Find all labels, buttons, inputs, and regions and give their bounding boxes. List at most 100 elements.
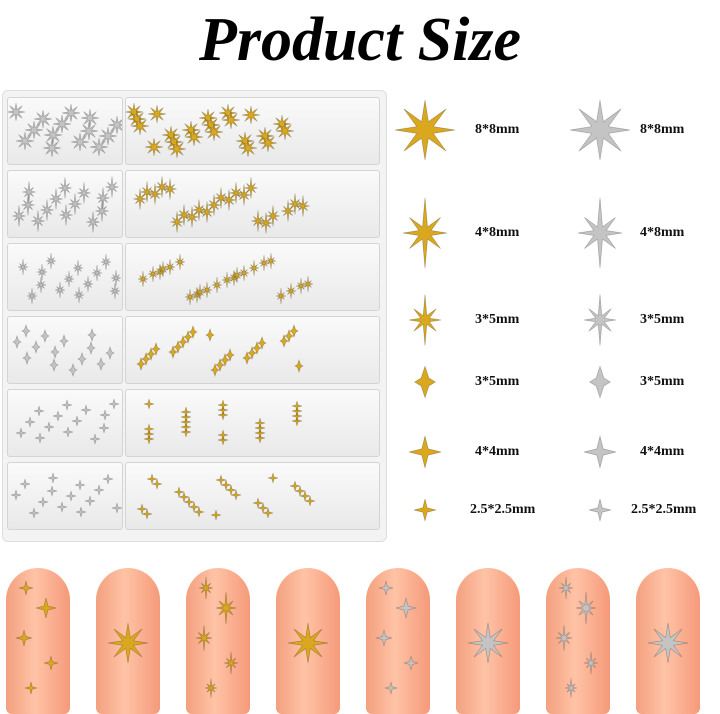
star-stud <box>180 421 192 433</box>
star-stud <box>238 138 258 158</box>
size-row: 3*5mm 3*5mm <box>390 357 720 407</box>
size-row: 4*4mm 4*4mm <box>390 427 720 477</box>
gold-star-icon <box>413 498 437 522</box>
star-stud <box>31 339 41 355</box>
star-stud <box>251 210 265 232</box>
star-stud <box>31 210 45 232</box>
star-stud <box>221 271 233 289</box>
nail-sample-gold <box>6 568 70 714</box>
star-stud <box>47 472 59 484</box>
star-stud <box>35 276 47 294</box>
nail-star-decoration <box>198 576 214 600</box>
star-stud <box>43 125 63 145</box>
star-stud <box>46 485 58 497</box>
star-stud <box>143 433 155 445</box>
tray-compartment <box>125 316 380 384</box>
star-stud <box>247 345 257 361</box>
star-stud <box>295 277 307 295</box>
star-stud <box>285 282 297 300</box>
star-stud <box>87 327 97 343</box>
nail-sample-gold <box>96 568 160 714</box>
silver-star-icon <box>569 99 631 161</box>
nail-star-decoration <box>107 622 149 664</box>
star-stud <box>254 417 266 429</box>
silver-compartments <box>7 97 123 535</box>
star-stud <box>214 187 228 209</box>
star-stud <box>184 127 204 147</box>
star-stud <box>299 490 311 502</box>
star-stud <box>183 329 193 345</box>
star-stud <box>241 105 261 125</box>
star-stud <box>289 323 299 339</box>
star-stud <box>258 254 270 272</box>
star-stud <box>181 120 201 140</box>
silver-size-label: 8*8mm <box>640 122 685 137</box>
nail-star-decoration <box>395 597 417 619</box>
size-row: 8*8mm 8*8mm <box>390 99 720 161</box>
star-stud <box>259 212 273 234</box>
star-stud <box>194 283 206 301</box>
star-stud <box>136 503 148 515</box>
nail-sample-silver <box>546 568 610 714</box>
star-stud <box>109 282 121 300</box>
gold-star-icon <box>413 365 437 399</box>
nail-star-decoration <box>35 597 57 619</box>
star-stud <box>98 126 118 146</box>
nail-star-decoration <box>378 580 394 596</box>
nail-star-decoration <box>467 622 509 664</box>
star-stud <box>146 346 156 362</box>
star-stud <box>248 259 260 277</box>
star-stud <box>24 416 36 428</box>
star-stud <box>99 409 111 421</box>
star-stud <box>242 350 252 366</box>
star-stud <box>110 269 122 287</box>
star-stud <box>70 132 90 152</box>
star-stud <box>137 270 149 288</box>
star-stud <box>98 422 110 434</box>
tray-compartment <box>125 170 380 238</box>
star-stud <box>173 339 183 355</box>
star-stud <box>266 205 280 227</box>
star-stud <box>72 259 84 277</box>
star-stud <box>180 406 192 418</box>
star-stud <box>275 121 295 141</box>
star-stud <box>284 328 294 344</box>
star-stud <box>184 288 196 306</box>
nail-star-decoration <box>15 629 33 647</box>
tray-compartment <box>7 170 123 238</box>
star-stud <box>141 508 153 520</box>
gold-size-label: 2.5*2.5mm <box>470 502 536 517</box>
star-stud <box>205 327 215 343</box>
star-stud <box>84 495 96 507</box>
star-stud <box>265 252 277 270</box>
nail-star-decoration <box>647 622 689 664</box>
star-stud <box>71 415 83 427</box>
star-stud <box>68 362 78 378</box>
tray-compartment <box>7 97 123 165</box>
star-stud <box>100 253 112 271</box>
star-stud <box>21 194 35 216</box>
star-stud <box>174 253 186 271</box>
nail-star-decoration <box>24 681 38 695</box>
gold-size-label: 3*5mm <box>475 374 520 389</box>
star-stud <box>136 356 146 372</box>
star-stud <box>151 341 161 357</box>
gold-size-label: 3*5mm <box>475 312 520 327</box>
star-stud <box>80 108 100 128</box>
star-stud <box>272 114 292 134</box>
nail-star-decoration <box>558 576 574 600</box>
star-stud <box>254 422 266 434</box>
star-stud <box>198 108 218 128</box>
star-stud <box>82 275 94 293</box>
star-stud <box>24 120 44 140</box>
nail-star-decoration <box>18 580 34 596</box>
star-stud <box>40 199 54 221</box>
nail-star-decoration <box>375 629 393 647</box>
star-stud <box>54 281 66 299</box>
star-stud <box>80 404 92 416</box>
nail-sample-silver <box>456 568 520 714</box>
star-stud <box>74 479 86 491</box>
star-stud <box>304 495 316 507</box>
star-stud <box>95 200 109 222</box>
star-stud <box>255 126 275 146</box>
